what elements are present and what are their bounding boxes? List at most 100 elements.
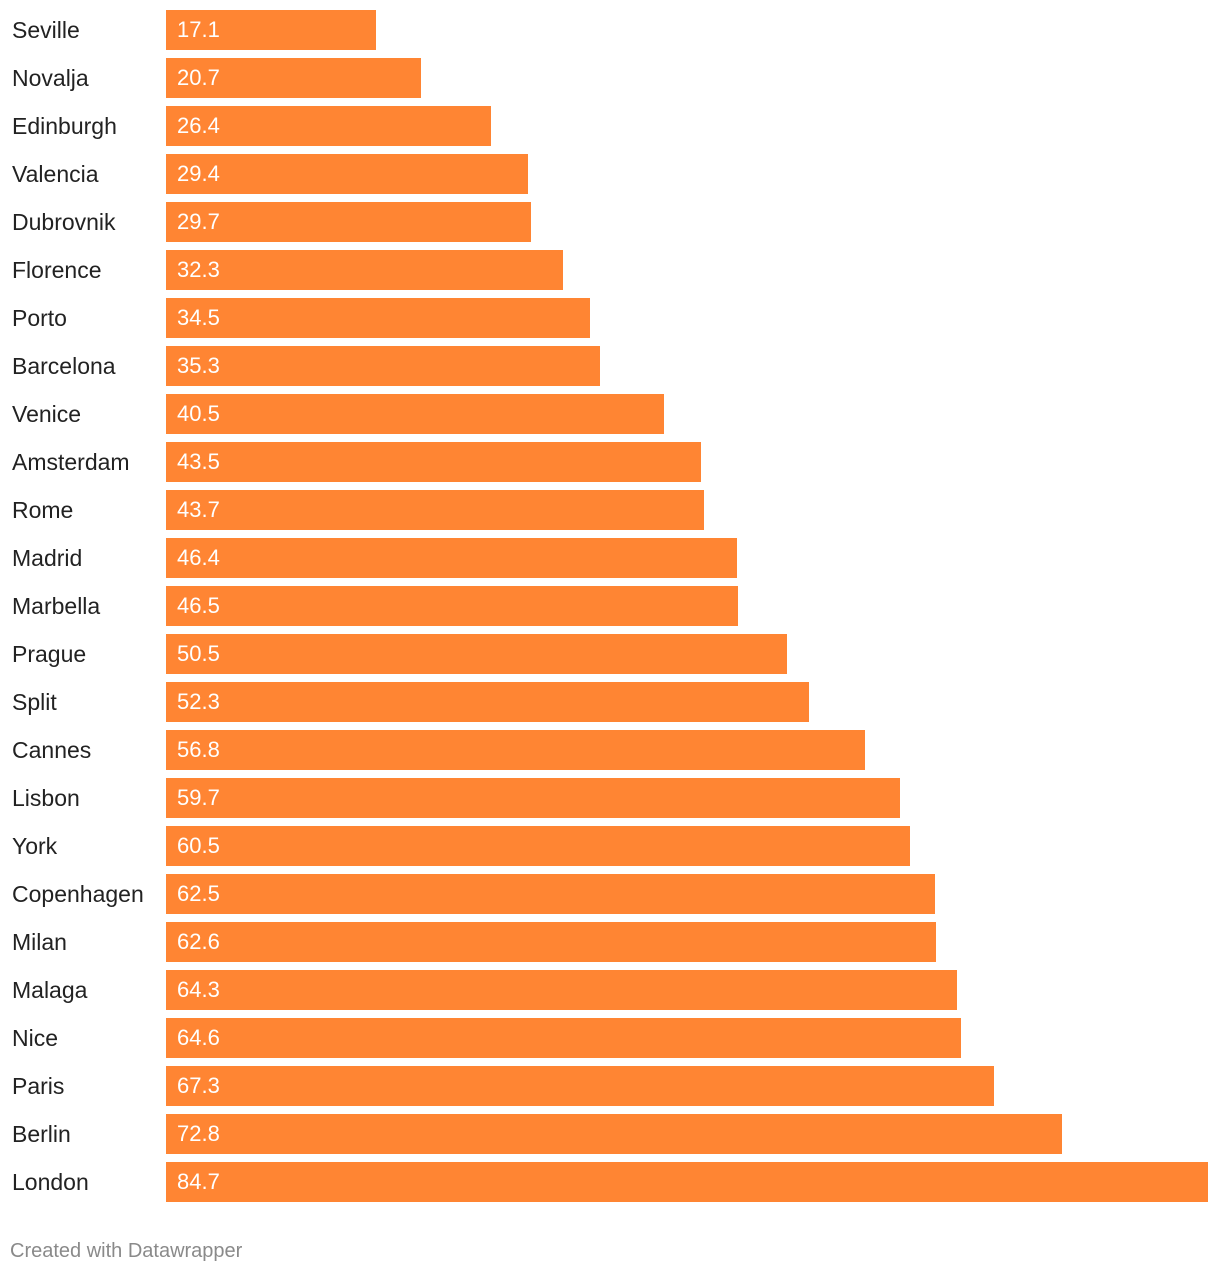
value-label: 40.5 bbox=[177, 401, 220, 426]
bar bbox=[166, 586, 738, 626]
value-label: 64.3 bbox=[177, 977, 220, 1002]
value-label: 43.7 bbox=[177, 497, 220, 522]
value-label: 46.4 bbox=[177, 545, 220, 570]
category-label: Nice bbox=[12, 1025, 59, 1051]
bar-row: Novalja 20.7 bbox=[0, 58, 1220, 98]
bar bbox=[166, 250, 563, 290]
value-label: 35.3 bbox=[177, 353, 220, 378]
bar bbox=[166, 490, 704, 530]
value-label: 29.7 bbox=[177, 209, 220, 234]
bar bbox=[166, 538, 737, 578]
bar-row: Porto 34.5 bbox=[0, 298, 1220, 338]
bar bbox=[166, 154, 528, 194]
value-label: 34.5 bbox=[177, 305, 220, 330]
bar-row: Paris 67.3 bbox=[0, 1066, 1220, 1106]
category-label: Lisbon bbox=[12, 785, 80, 811]
category-label: Seville bbox=[12, 17, 80, 43]
value-label: 20.7 bbox=[177, 65, 220, 90]
bar-row: York 60.5 bbox=[0, 826, 1220, 866]
bar bbox=[166, 778, 900, 818]
category-label: York bbox=[12, 833, 58, 859]
value-label: 60.5 bbox=[177, 833, 220, 858]
category-label: Cannes bbox=[12, 737, 92, 763]
bar-row: Amsterdam 43.5 bbox=[0, 442, 1220, 482]
bar-row: London 84.7 bbox=[0, 1162, 1220, 1202]
bar-row: Seville 17.1 bbox=[0, 10, 1220, 50]
bar-row: Edinburgh 26.4 bbox=[0, 106, 1220, 146]
bar bbox=[166, 634, 787, 674]
bar-row: Florence 32.3 bbox=[0, 250, 1220, 290]
bar-row: Madrid 46.4 bbox=[0, 538, 1220, 578]
category-label: Paris bbox=[12, 1073, 65, 1099]
bar-row: Malaga 64.3 bbox=[0, 970, 1220, 1010]
value-label: 72.8 bbox=[177, 1121, 220, 1146]
category-label: Barcelona bbox=[12, 353, 116, 379]
category-label: Milan bbox=[12, 929, 67, 955]
bar-row: Barcelona 35.3 bbox=[0, 346, 1220, 386]
bar-row: Prague 50.5 bbox=[0, 634, 1220, 674]
value-label: 17.1 bbox=[177, 17, 220, 42]
category-label: Porto bbox=[12, 305, 67, 331]
bar bbox=[166, 1066, 994, 1106]
bar bbox=[166, 1114, 1062, 1154]
value-label: 62.5 bbox=[177, 881, 220, 906]
bar-row: Marbella 46.5 bbox=[0, 586, 1220, 626]
bar-row: Nice 64.6 bbox=[0, 1018, 1220, 1058]
category-label: Florence bbox=[12, 257, 102, 283]
value-label: 62.6 bbox=[177, 929, 220, 954]
bar-row: Rome 43.7 bbox=[0, 490, 1220, 530]
bar bbox=[166, 970, 957, 1010]
bar-row: Dubrovnik 29.7 bbox=[0, 202, 1220, 242]
value-label: 32.3 bbox=[177, 257, 220, 282]
category-label: Edinburgh bbox=[12, 113, 117, 139]
value-label: 56.8 bbox=[177, 737, 220, 762]
category-label: Copenhagen bbox=[12, 881, 144, 907]
bar bbox=[166, 442, 701, 482]
bar-row: Venice 40.5 bbox=[0, 394, 1220, 434]
bar bbox=[166, 874, 935, 914]
category-label: Marbella bbox=[12, 593, 101, 619]
bar bbox=[166, 1162, 1208, 1202]
category-label: Rome bbox=[12, 497, 74, 523]
category-label: Novalja bbox=[12, 65, 89, 91]
category-label: Split bbox=[12, 689, 57, 715]
bar bbox=[166, 922, 936, 962]
bar bbox=[166, 826, 910, 866]
bar-row: Split 52.3 bbox=[0, 682, 1220, 722]
category-label: London bbox=[12, 1169, 89, 1195]
value-label: 84.7 bbox=[177, 1169, 220, 1194]
bar-row: Berlin 72.8 bbox=[0, 1114, 1220, 1154]
bar-row: Lisbon 59.7 bbox=[0, 778, 1220, 818]
value-label: 26.4 bbox=[177, 113, 220, 138]
bar bbox=[166, 298, 590, 338]
category-label: Venice bbox=[12, 401, 82, 427]
category-label: Berlin bbox=[12, 1121, 71, 1147]
category-label: Malaga bbox=[12, 977, 88, 1003]
value-label: 64.6 bbox=[177, 1025, 220, 1050]
value-label: 67.3 bbox=[177, 1073, 220, 1098]
category-label: Prague bbox=[12, 641, 87, 667]
datawrapper-credit: Created with Datawrapper bbox=[10, 1240, 243, 1262]
bar bbox=[166, 1018, 961, 1058]
bar bbox=[166, 682, 809, 722]
bar bbox=[166, 730, 865, 770]
bar-row: Milan 62.6 bbox=[0, 922, 1220, 962]
bar-row: Valencia 29.4 bbox=[0, 154, 1220, 194]
bar-row: Copenhagen 62.5 bbox=[0, 874, 1220, 914]
category-label: Valencia bbox=[12, 161, 99, 187]
category-label: Madrid bbox=[12, 545, 83, 571]
category-label: Dubrovnik bbox=[12, 209, 116, 235]
category-label: Amsterdam bbox=[12, 449, 130, 475]
value-label: 46.5 bbox=[177, 593, 220, 618]
bar bbox=[166, 106, 491, 146]
value-label: 43.5 bbox=[177, 449, 220, 474]
bar bbox=[166, 202, 531, 242]
value-label: 50.5 bbox=[177, 641, 220, 666]
value-label: 52.3 bbox=[177, 689, 220, 714]
bar bbox=[166, 346, 600, 386]
value-label: 59.7 bbox=[177, 785, 220, 810]
bar bbox=[166, 394, 664, 434]
bar bbox=[166, 58, 421, 98]
bar bbox=[166, 10, 376, 50]
